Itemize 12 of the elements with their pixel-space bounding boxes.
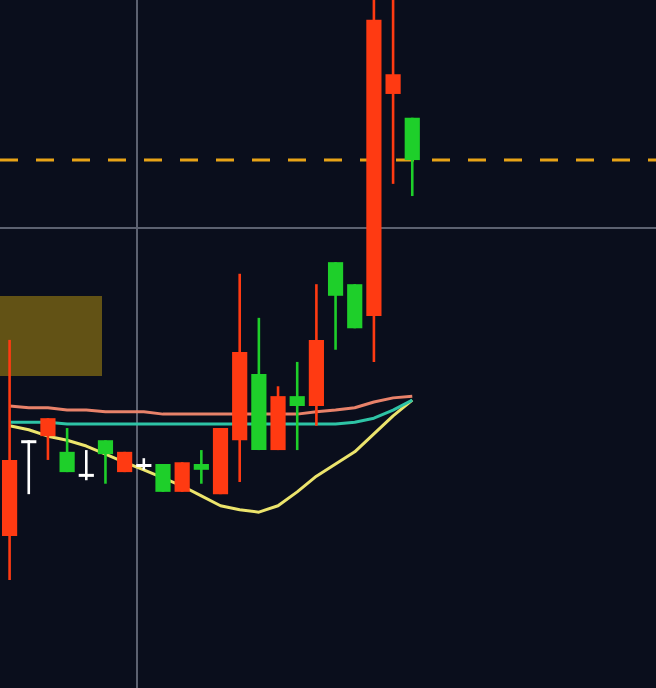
candlestick: [155, 462, 171, 494]
candlestick: [289, 360, 305, 452]
candlestick: [21, 438, 37, 496]
candlestick: [327, 260, 344, 352]
candlestick: [59, 426, 75, 474]
candlestick: [193, 448, 209, 486]
candlestick: [97, 438, 114, 486]
candlestick: [347, 282, 363, 330]
candlestick: [78, 448, 94, 482]
candlestick: [174, 460, 190, 494]
candlestick: [404, 116, 420, 198]
candlestick: [40, 416, 56, 462]
